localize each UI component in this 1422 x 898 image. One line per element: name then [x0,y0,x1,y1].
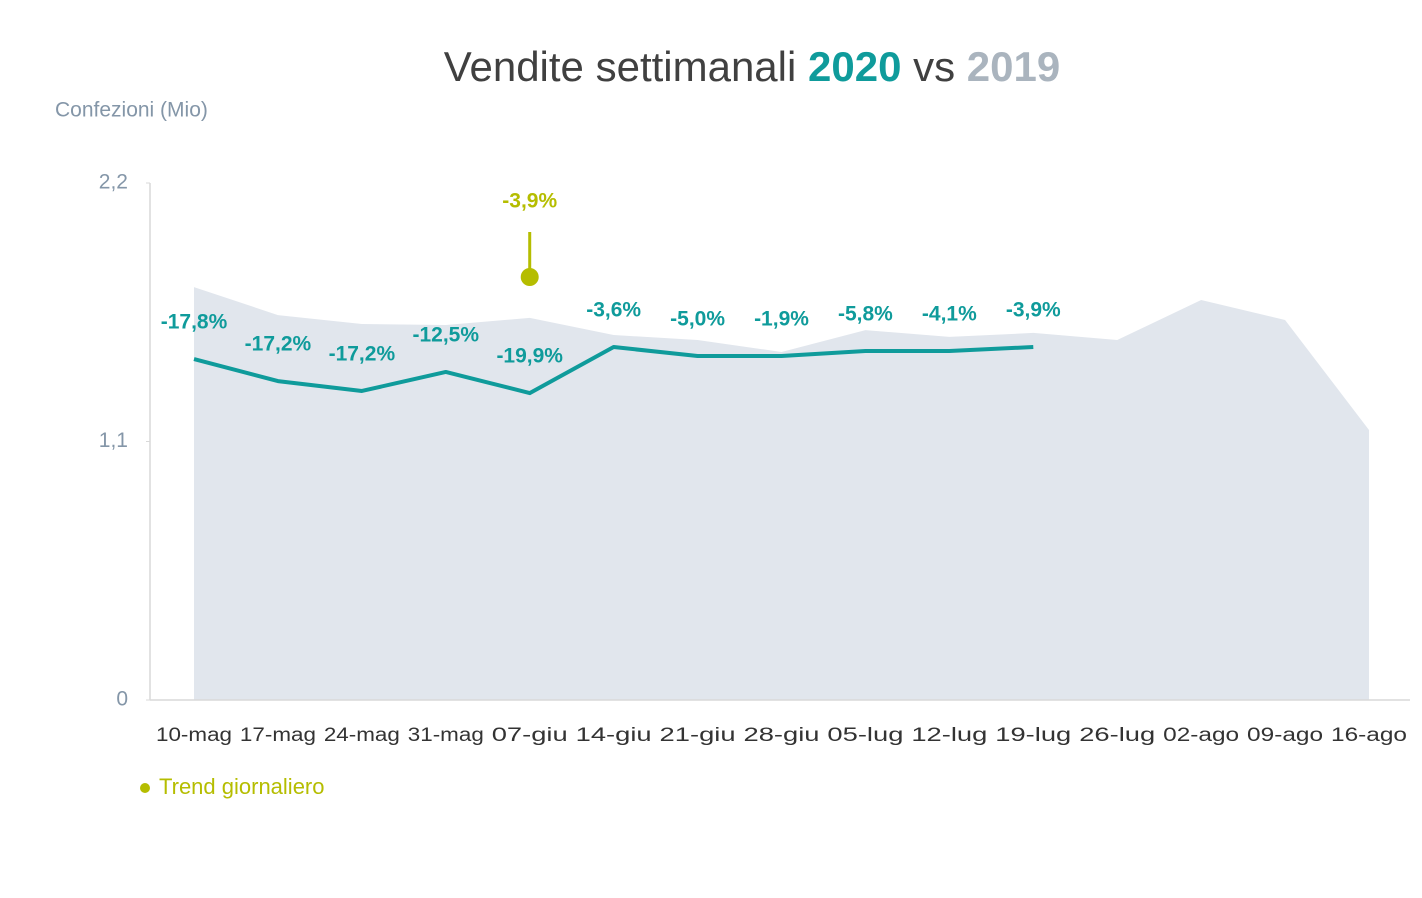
data-label: -1,9% [754,308,809,331]
x-tick-label: 12-lug [911,725,987,746]
legend-label: Trend giornaliero [159,774,325,799]
data-label: -12,5% [413,323,480,346]
x-tick-label: 17-mag [240,725,316,746]
x-tick-label: 24-mag [324,725,400,746]
x-tick-label: 09-ago [1247,725,1323,746]
x-tick-label: 05-lug [827,725,903,746]
data-label: -19,9% [496,345,563,368]
x-tick-label: 02-ago [1163,725,1239,746]
title-part: 2019 [967,43,1060,90]
title-part: vs [901,43,966,90]
x-tick-label: 31-mag [408,725,484,746]
x-tick-label: 19-lug [995,725,1071,746]
data-label: -17,8% [161,311,228,334]
y-tick-label: 2,2 [99,171,128,194]
x-tick-label: 26-lug [1079,725,1155,746]
data-label: -17,2% [245,333,312,356]
data-label: -3,6% [586,299,641,322]
legend-marker [140,783,150,793]
title-part: Vendite settimanali [444,43,808,90]
x-tick-label: 14-giu [576,725,652,746]
data-label: -5,8% [838,303,893,326]
x-tick-label: 21-giu [660,725,736,746]
y-tick-label: 0 [116,688,128,711]
x-tick-label: 07-giu [492,725,568,746]
y-axis-label: Confezioni (Mio) [55,99,208,122]
x-tick-label: 10-mag [156,725,232,746]
trend-label: -3,9% [502,190,557,213]
data-label: -5,0% [670,308,725,331]
line [193,345,1034,396]
chart-title: Vendite settimanali 2020 vs 2019 [444,43,1060,90]
x-tick-label: 16-ago [1331,725,1407,746]
x-tick-label: 28-giu [744,725,820,746]
trend-point [520,268,539,286]
y-tick-label: 1,1 [99,429,128,452]
title-part: 2020 [808,43,901,90]
data-label: -3,9% [1006,299,1061,322]
data-label: -4,1% [922,303,977,326]
data-label: -17,2% [329,343,396,366]
area [194,287,1369,700]
